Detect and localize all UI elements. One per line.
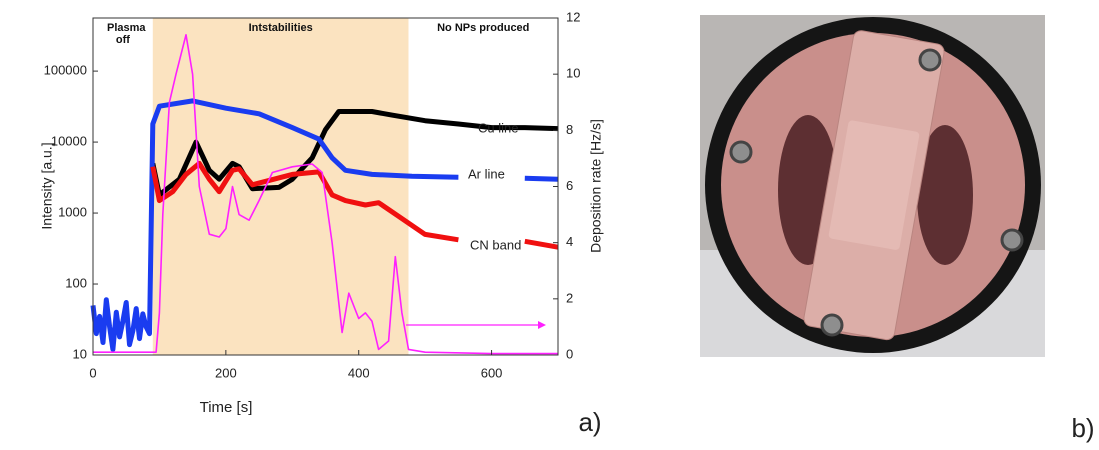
- plot: Plasma off Intstabilities No NPs produced C…: [44, 9, 581, 380]
- x-tick-label: 600: [481, 365, 503, 380]
- region: [408, 18, 558, 355]
- y-tick-label: 10000: [51, 134, 87, 149]
- x-tick-label: 0: [89, 365, 96, 380]
- series-line: [90, 98, 559, 352]
- photo: [700, 15, 1045, 357]
- region-label: No NPs produced: [437, 22, 530, 34]
- arrow-head: [538, 321, 546, 329]
- region-label-box: Intstabilities: [248, 22, 313, 34]
- series-line: [93, 34, 558, 355]
- y2-tick-label: 12: [566, 9, 580, 24]
- series-label: CN band: [470, 237, 521, 252]
- y-tick-label: 100000: [44, 63, 87, 78]
- region-label-box: Plasma off: [107, 22, 146, 46]
- y2-tick-label: 4: [566, 234, 573, 249]
- region-label: Plasma off: [107, 22, 146, 46]
- y-tick-label: 1000: [58, 204, 87, 219]
- y2-tick-label: 6: [566, 178, 573, 193]
- y2-tick-label: 8: [566, 122, 573, 137]
- x-axis-title: Time [s]: [200, 399, 253, 416]
- panel-label: b): [1071, 413, 1094, 443]
- x-tick-label: 200: [215, 365, 237, 380]
- y-axis-title: Intensity [a.u.]: [39, 142, 55, 229]
- y-tick-label: 100: [65, 275, 87, 290]
- y2-tick-label: 0: [566, 346, 573, 361]
- region-label-box: No NPs produced: [437, 22, 530, 34]
- series-line: [150, 109, 559, 198]
- region-label: Intstabilities: [248, 22, 313, 34]
- series-line: [150, 160, 559, 250]
- y-tick-label: 10: [73, 346, 87, 361]
- y2-axis-title: Deposition rate [Hz/s]: [588, 119, 604, 253]
- y2-tick-label: 2: [566, 290, 573, 305]
- series-label: Ar line: [468, 166, 505, 181]
- y2-tick-label: 10: [566, 66, 580, 81]
- panel-label: a): [578, 407, 601, 437]
- x-tick-label: 400: [348, 365, 370, 380]
- series-label: Cu line: [478, 120, 518, 135]
- region: [93, 18, 153, 355]
